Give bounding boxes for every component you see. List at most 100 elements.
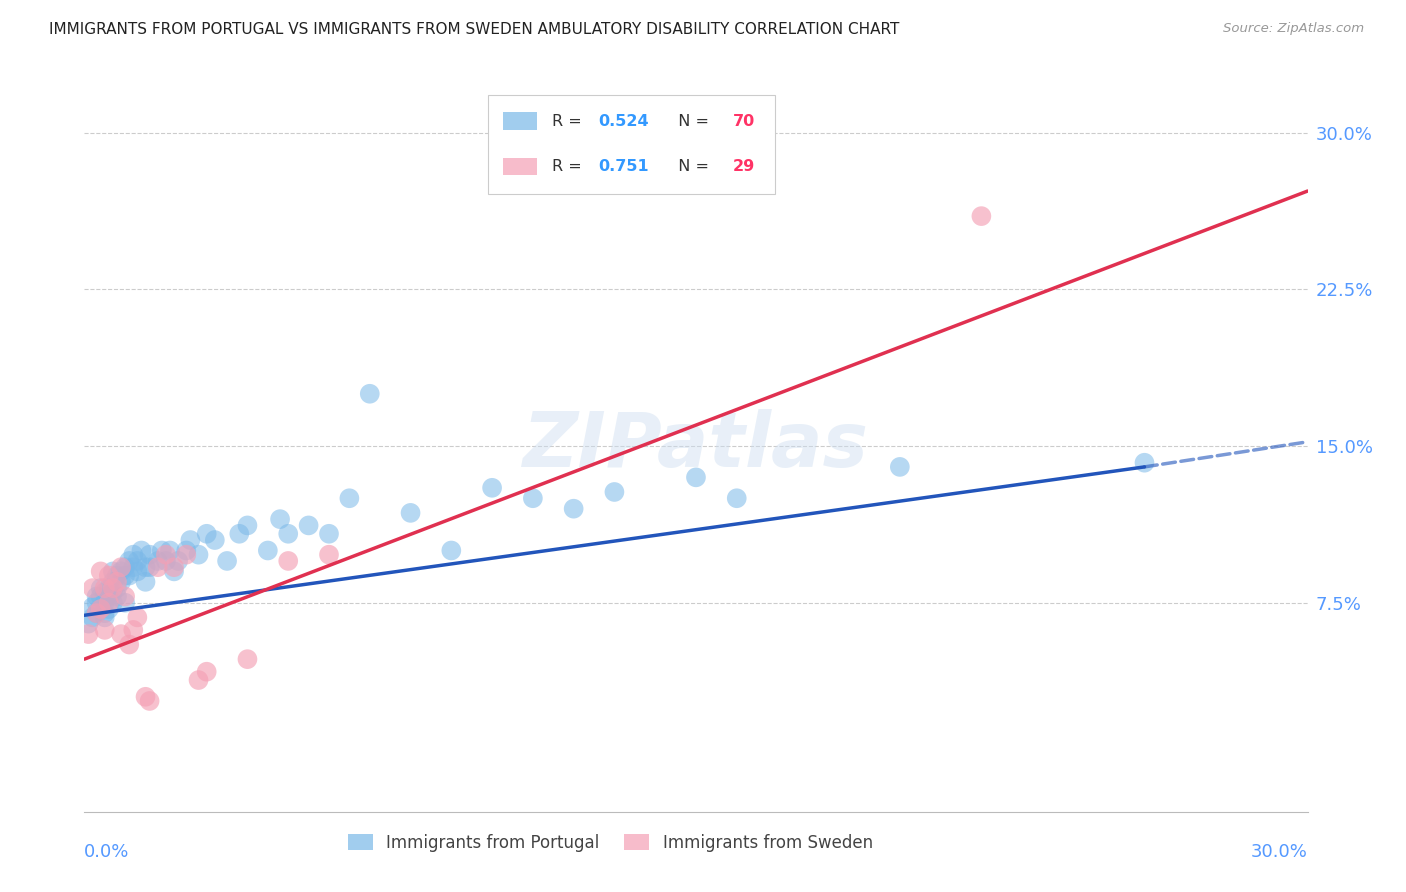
Point [97,602,120,616]
Point [86,596,108,610]
Point [970,209,993,223]
Bar [503,112,537,129]
Point [105,590,128,604]
Point [298,518,321,533]
Point [440,543,463,558]
Text: 29: 29 [733,160,755,175]
Point [105,581,128,595]
Point [228,526,250,541]
Point [131,543,153,558]
Point [167,554,190,568]
Point [155,554,177,568]
Point [114,596,136,610]
Point [146,554,169,568]
Point [110,574,132,589]
Point [236,518,259,533]
Point [82,599,104,614]
Point [90,602,112,616]
Point [77,627,100,641]
Point [562,501,585,516]
Point [118,554,141,568]
Point [122,623,145,637]
Point [110,627,132,641]
Point [105,574,128,589]
Point [399,506,422,520]
Point [77,616,100,631]
Legend: Immigrants from Portugal, Immigrants from Sweden: Immigrants from Portugal, Immigrants fro… [342,827,880,858]
Text: Source: ZipAtlas.com: Source: ZipAtlas.com [1223,22,1364,36]
Text: 70: 70 [733,114,755,129]
Point [114,560,136,574]
Point [359,386,381,401]
Point [118,638,141,652]
Point [725,491,748,506]
Point [685,470,707,484]
Point [522,491,544,506]
Point [146,560,169,574]
Point [138,548,160,562]
Point [90,590,112,604]
Text: ZIPatlas: ZIPatlas [523,409,869,483]
Point [257,543,280,558]
Point [101,596,124,610]
Point [90,602,112,616]
Point [86,606,108,620]
Point [135,574,157,589]
Point [101,565,124,579]
Point [204,533,226,547]
Point [174,548,197,562]
Point [114,568,136,582]
Point [603,485,626,500]
Point [187,548,209,562]
Point [339,491,361,506]
Text: 0.0%: 0.0% [84,843,129,861]
Point [93,606,115,620]
Point [90,565,112,579]
Point [236,652,259,666]
Point [86,590,108,604]
Point [159,543,181,558]
Point [481,481,503,495]
Point [110,560,132,574]
Point [195,665,218,679]
Point [93,610,115,624]
Point [163,560,186,574]
Point [163,565,186,579]
Point [86,606,108,620]
Text: 0.751: 0.751 [598,160,648,175]
Point [135,690,157,704]
Point [93,585,115,599]
Point [90,581,112,595]
Bar [503,158,537,175]
Text: N =: N = [668,114,714,129]
Text: IMMIGRANTS FROM PORTUGAL VS IMMIGRANTS FROM SWEDEN AMBULATORY DISABILITY CORRELA: IMMIGRANTS FROM PORTUGAL VS IMMIGRANTS F… [49,22,900,37]
Point [277,554,299,568]
Point [217,554,239,568]
Point [155,548,177,562]
Point [118,568,141,582]
Point [277,526,299,541]
Text: 0.524: 0.524 [598,114,648,129]
Point [122,548,145,562]
Text: N =: N = [668,160,714,175]
Point [889,459,911,474]
Point [93,596,115,610]
Point [127,610,149,624]
Point [187,673,209,687]
Point [97,590,120,604]
Point [93,581,115,595]
Text: R =: R = [551,160,586,175]
Point [105,568,128,582]
Point [1133,456,1156,470]
Point [195,526,218,541]
Point [138,694,160,708]
Point [135,560,157,574]
Point [101,585,124,599]
Point [82,581,104,595]
Point [101,581,124,595]
Point [82,610,104,624]
Text: R =: R = [551,114,586,129]
Point [138,560,160,574]
Point [318,548,340,562]
Text: 30.0%: 30.0% [1251,843,1308,861]
